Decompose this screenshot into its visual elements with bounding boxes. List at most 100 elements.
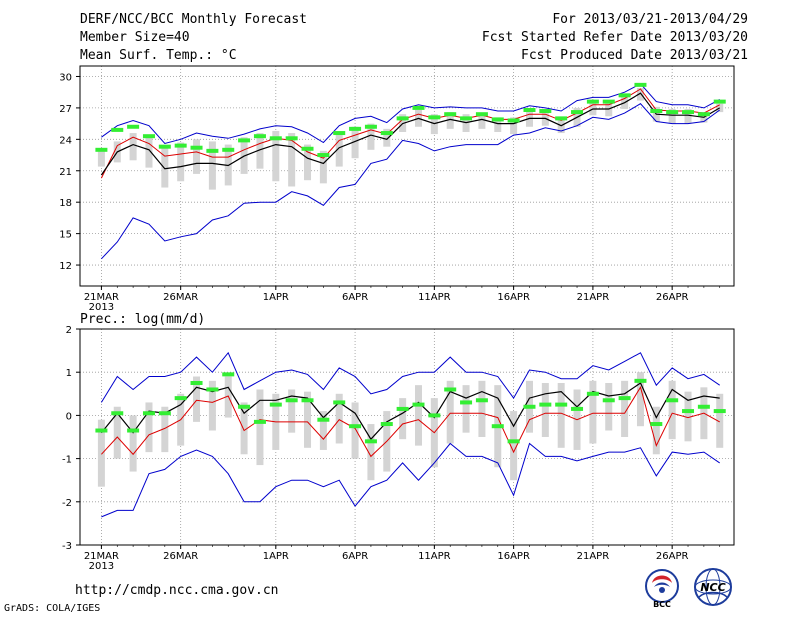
x-tick-label: 6APR (342, 292, 368, 303)
ensemble-box (288, 389, 296, 433)
ensemble-box (145, 135, 153, 168)
observed-marker (142, 411, 155, 416)
y-tick-label: 0 (66, 411, 72, 422)
y-tick-label: 21 (59, 167, 72, 178)
observed-marker (158, 144, 171, 149)
y-tick-label: 15 (59, 230, 72, 241)
source-url[interactable]: http://cmdp.ncc.cma.gov.cn (75, 583, 279, 598)
ensemble-box (684, 108, 692, 124)
observed-marker (333, 400, 346, 405)
observed-marker (444, 112, 457, 117)
observed-marker (460, 116, 473, 121)
ensemble-box (478, 380, 486, 437)
x-tick-label: 21APR (577, 292, 610, 303)
grads-credit: GrADS: COLA/IGES (4, 603, 101, 614)
observed-marker (507, 439, 520, 444)
forecast-period: For 2013/03/21-2013/04/29 (552, 12, 748, 27)
plot-frame (79, 328, 735, 546)
observed-marker (697, 112, 710, 117)
x-tick-label: 21MAR (84, 292, 119, 303)
ensemble-box (446, 380, 454, 444)
ensemble-box (541, 383, 549, 437)
observed-marker (111, 411, 124, 416)
bcc-logo: BCC (645, 569, 679, 609)
observed-marker (269, 402, 282, 407)
x-year-label: 2013 (89, 302, 114, 313)
observed-marker (95, 428, 108, 433)
x-year-label: 2013 (89, 561, 114, 572)
observed-marker (697, 404, 710, 409)
y-tick-label: -3 (62, 541, 72, 552)
temp-panel-title: Mean Surf. Temp.: °C (80, 48, 237, 63)
ensemble-box (129, 133, 137, 161)
ensemble-box (621, 380, 629, 437)
y-tick-label: -1 (62, 455, 72, 466)
precipitation-chart: -3 -2 -1 0 1 2 21MAR 26MAR 1APR 6APR 11APR 16APR 21A… (62, 325, 735, 572)
observed-marker (238, 404, 251, 409)
observed-marker (285, 136, 298, 141)
observed-marker (364, 439, 377, 444)
ensemble-box (446, 112, 454, 129)
observed-marker (475, 398, 488, 403)
ensemble-box (367, 123, 375, 150)
x-tick-label: 1APR (263, 551, 289, 562)
observed-marker (539, 402, 552, 407)
observed-marker (333, 131, 346, 136)
observed-marker (507, 118, 520, 123)
x-tick-label: 21MAR (84, 551, 119, 562)
ensemble-box (240, 402, 248, 455)
ensemble-box (605, 383, 613, 431)
ensemble-box (161, 406, 169, 453)
member-size: Member Size=40 (80, 30, 190, 45)
plot-frame (79, 65, 735, 287)
ensemble-box (652, 406, 660, 455)
observed-marker (602, 99, 615, 104)
ensemble-box (145, 402, 153, 453)
observed-marker (349, 126, 362, 131)
series-max-line (100, 351, 720, 403)
ensemble-box (636, 88, 644, 101)
ensemble-box (304, 144, 312, 181)
ensemble-box (208, 380, 216, 431)
observed-marker (142, 134, 155, 139)
ensemble-box (636, 372, 644, 427)
series-min-line (101, 442, 720, 518)
series-median-line (101, 386, 720, 458)
y-tick-label: 30 (59, 72, 72, 83)
x-tick-label: 26APR (656, 551, 689, 562)
observed-marker (317, 153, 330, 158)
ensemble-box (161, 145, 169, 188)
ensemble-box (335, 133, 343, 167)
observed-marker (190, 145, 203, 150)
observed-marker (412, 105, 425, 110)
ensemble-box (478, 114, 486, 129)
prec-panel-title: Prec.: log(mm/d) (80, 312, 206, 327)
observed-marker (190, 381, 203, 385)
ensemble-box (716, 393, 724, 448)
ensemble-box (557, 383, 565, 448)
ensemble-box (367, 424, 375, 481)
x-tick-label: 16APR (497, 292, 530, 303)
ensemble-box (319, 411, 327, 450)
observed-marker (127, 428, 140, 433)
observed-marker (174, 396, 187, 401)
observed-marker (111, 127, 124, 132)
observed-marker (475, 112, 488, 117)
ensemble-box (256, 133, 264, 169)
x-tick-label: 6APR (342, 551, 368, 562)
ensemble-box (288, 133, 296, 187)
observed-marker (301, 146, 314, 151)
x-tick-label: 11APR (418, 292, 451, 303)
bcc-logo-text: BCC (653, 600, 671, 609)
ensemble-box (589, 380, 597, 444)
observed-marker (666, 110, 679, 115)
series-median-line (100, 88, 720, 179)
ensemble-box (510, 117, 518, 135)
observed-marker (571, 406, 584, 411)
ensemble-box (716, 103, 724, 113)
observed-marker (253, 134, 266, 139)
ensemble-box (541, 113, 549, 126)
observed-marker (602, 398, 615, 403)
y-tick-label: 2 (66, 325, 72, 336)
observed-marker (428, 413, 441, 418)
